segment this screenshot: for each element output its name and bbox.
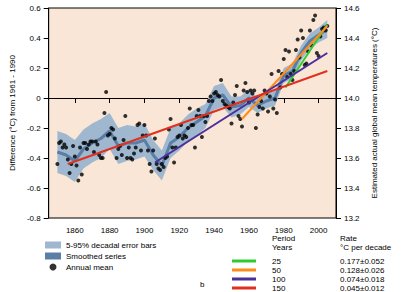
svg-text:Estimated actual global mean t: Estimated actual global mean temperature…: [370, 27, 379, 198]
svg-text:0.6: 0.6: [30, 4, 42, 13]
svg-text:b: b: [200, 280, 205, 289]
svg-text:5-95% decadal error bars: 5-95% decadal error bars: [66, 241, 156, 250]
svg-text:14.0: 14.0: [344, 94, 360, 103]
svg-text:0.177±0.052: 0.177±0.052: [340, 257, 385, 266]
svg-text:0.4: 0.4: [30, 34, 42, 43]
svg-text:13.6: 13.6: [344, 154, 360, 163]
svg-text:Period: Period: [272, 234, 295, 243]
svg-text:Rate: Rate: [340, 234, 357, 243]
svg-text:Annual mean: Annual mean: [66, 263, 113, 272]
svg-text:13.4: 13.4: [344, 184, 360, 193]
svg-text:1860: 1860: [66, 226, 84, 235]
svg-text:25: 25: [272, 257, 281, 266]
svg-text:1940: 1940: [205, 226, 223, 235]
svg-text:14.4: 14.4: [344, 34, 360, 43]
svg-text:100: 100: [272, 275, 286, 284]
svg-text:1980: 1980: [275, 226, 293, 235]
svg-text:1920: 1920: [170, 226, 188, 235]
svg-text:-0.2: -0.2: [27, 124, 41, 133]
svg-text:-0.8: -0.8: [27, 214, 41, 223]
svg-text:50: 50: [272, 266, 281, 275]
svg-text:0.045±0.012: 0.045±0.012: [340, 284, 385, 292]
svg-text:14.6: 14.6: [344, 4, 360, 13]
svg-text:Smoothed series: Smoothed series: [66, 252, 126, 261]
svg-text:1960: 1960: [240, 226, 258, 235]
svg-text:150: 150: [272, 284, 286, 292]
svg-text:0: 0: [36, 94, 41, 103]
svg-text:13.8: 13.8: [344, 124, 360, 133]
svg-text:14.2: 14.2: [344, 64, 360, 73]
svg-text:°C per decade: °C per decade: [340, 243, 392, 252]
svg-text:Difference (°C) from 1961 - 19: Difference (°C) from 1961 - 1990: [8, 54, 17, 171]
svg-text:Years: Years: [272, 243, 292, 252]
svg-text:-0.4: -0.4: [27, 154, 41, 163]
svg-text:0.128±0.026: 0.128±0.026: [340, 266, 385, 275]
svg-text:2000: 2000: [310, 226, 328, 235]
svg-text:-0.6: -0.6: [27, 184, 41, 193]
svg-text:1900: 1900: [136, 226, 154, 235]
svg-text:0.2: 0.2: [30, 64, 42, 73]
svg-text:1880: 1880: [101, 226, 119, 235]
svg-text:13.2: 13.2: [344, 214, 360, 223]
svg-text:0.074±0.018: 0.074±0.018: [340, 275, 385, 284]
